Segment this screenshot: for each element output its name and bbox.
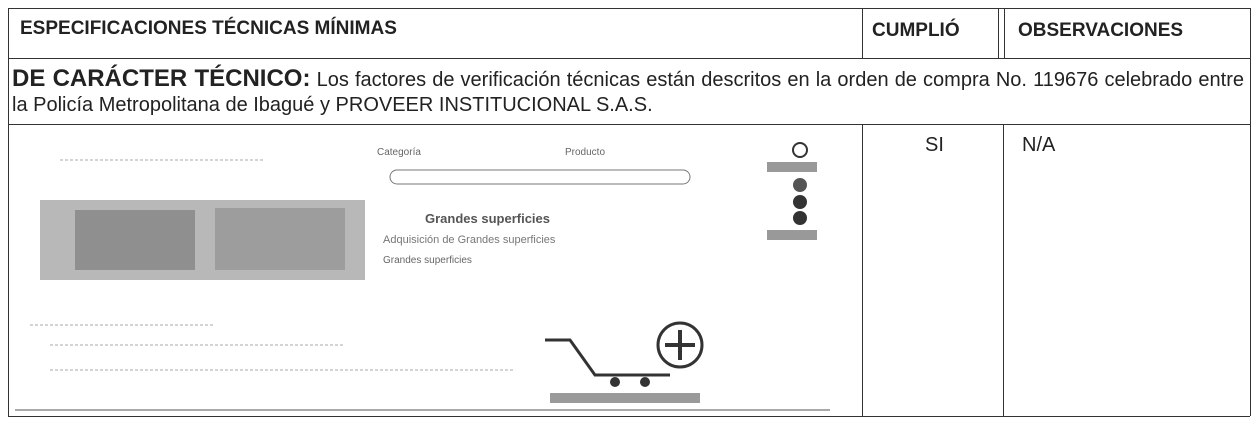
icon (793, 211, 807, 225)
icon (767, 162, 817, 172)
border (1003, 124, 1004, 416)
border (8, 416, 1250, 417)
border (1004, 8, 1005, 58)
icon (767, 230, 817, 240)
border (8, 58, 1250, 59)
complied-value: SI (925, 134, 944, 156)
screenshot: Categoría Producto Grandes superficies A… (15, 130, 830, 412)
header-complied: CUMPLIÓ (872, 20, 960, 41)
screenshot-link: Grandes superficies (383, 255, 472, 266)
border (1250, 8, 1251, 416)
screenshot-section-title: Grandes superficies (425, 211, 550, 226)
border (8, 124, 1250, 125)
cart (545, 338, 670, 377)
header-specification: ESPECIFICACIONES TÉCNICAS MÍNIMAS (20, 18, 397, 39)
border (8, 8, 1250, 9)
border (862, 124, 863, 416)
header-observations: OBSERVACIONES (1018, 20, 1184, 41)
observations-value: N/A (1022, 134, 1056, 156)
button (550, 393, 700, 403)
search-bar (389, 169, 691, 185)
technical-paragraph: DE CARÁCTER TÉCNICO: Los factores de ver… (12, 66, 1244, 118)
border (862, 8, 863, 58)
icon (792, 142, 808, 158)
screenshot-category: Categoría (377, 147, 421, 158)
icon (793, 178, 807, 192)
cart-plus (656, 321, 704, 369)
border (998, 8, 999, 58)
cart-wheel (640, 377, 650, 387)
screenshot-heading: Adquisición de Grandes superficies (383, 234, 556, 246)
icon (793, 195, 807, 209)
technical-text: Los factores de verificación técnicas es… (12, 69, 1245, 116)
technical-label: DE CARÁCTER TÉCNICO: (12, 65, 311, 92)
cart-plus (665, 330, 695, 360)
screenshot-product: Producto (565, 147, 605, 158)
cart-wheel (610, 377, 620, 387)
photo-shelf (215, 208, 345, 270)
photo-shelf (75, 210, 195, 270)
border (8, 8, 9, 416)
